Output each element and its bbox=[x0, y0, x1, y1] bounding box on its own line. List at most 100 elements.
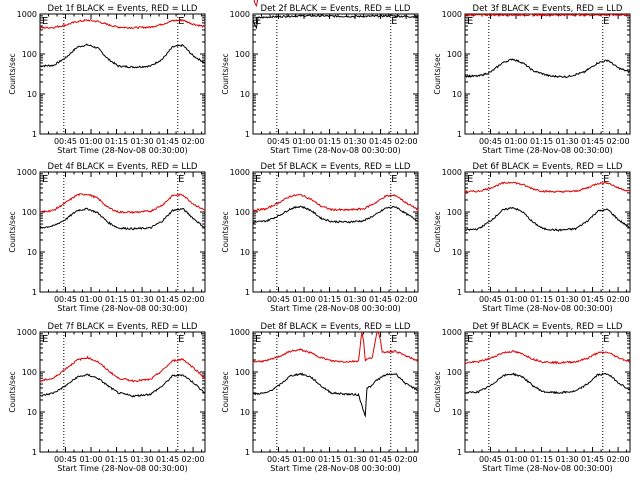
x-tick-label: 01:30 bbox=[344, 295, 367, 304]
series-line-events bbox=[464, 58, 631, 79]
y-tick-label: 1 bbox=[457, 448, 462, 457]
x-tick-label: 00:45 bbox=[54, 455, 77, 464]
y-tick-label: 1 bbox=[457, 130, 462, 139]
event-marker-label: E bbox=[255, 334, 261, 345]
event-marker-label: E bbox=[42, 334, 48, 345]
y-tick-label: 10 bbox=[240, 90, 250, 99]
y-axis-label: Counts/sec bbox=[433, 53, 442, 94]
event-marker-label: E bbox=[467, 174, 473, 185]
y-tick-label: 100 bbox=[235, 208, 250, 217]
x-tick-label: 00:45 bbox=[54, 295, 77, 304]
x-tick-label: 01:45 bbox=[369, 455, 392, 464]
x-tick-label: 01:30 bbox=[556, 455, 579, 464]
x-axis-label: Start Time (28-Nov-08 00:30:00) bbox=[270, 146, 400, 155]
x-axis-label: Start Time (28-Nov-08 00:30:00) bbox=[482, 304, 612, 313]
event-marker-label: E bbox=[178, 334, 184, 345]
x-tick-label: 01:45 bbox=[369, 295, 392, 304]
y-tick-label: 1000 bbox=[230, 168, 250, 177]
x-tick-label: 01:00 bbox=[504, 295, 527, 304]
event-marker-label: E bbox=[391, 16, 397, 27]
x-tick-label: 02:00 bbox=[395, 295, 418, 304]
x-tick-label: 02:00 bbox=[182, 295, 205, 304]
plot-frame bbox=[39, 171, 206, 293]
x-tick-label: 01:30 bbox=[556, 295, 579, 304]
event-marker-label: E bbox=[603, 334, 609, 345]
event-marker-label: E bbox=[42, 174, 48, 185]
x-tick-label: 01:15 bbox=[318, 137, 341, 146]
series-line-events bbox=[252, 372, 419, 418]
y-tick-label: 10 bbox=[452, 90, 462, 99]
y-tick-label: 100 bbox=[22, 368, 37, 377]
y-tick-label: 10 bbox=[452, 248, 462, 257]
x-tick-label: 01:00 bbox=[79, 455, 102, 464]
x-axis-label: Start Time (28-Nov-08 00:30:00) bbox=[57, 464, 187, 473]
y-tick-label: 1 bbox=[32, 130, 37, 139]
x-tick-label: 02:00 bbox=[607, 137, 630, 146]
series-line-events bbox=[252, 205, 419, 224]
x-tick-label: 01:15 bbox=[530, 295, 553, 304]
event-marker-label: E bbox=[391, 334, 397, 345]
y-tick-label: 1000 bbox=[230, 328, 250, 337]
series-line-lld bbox=[39, 193, 206, 215]
panel-title: Det 2f BLACK = Events, RED = LLD bbox=[261, 4, 411, 14]
x-tick-label: 02:00 bbox=[395, 137, 418, 146]
y-axis-label: Counts/sec bbox=[221, 371, 230, 412]
y-axis-label: Counts/sec bbox=[433, 371, 442, 412]
x-tick-label: 01:00 bbox=[292, 455, 315, 464]
y-tick-label: 100 bbox=[22, 50, 37, 59]
x-tick-label: 01:45 bbox=[156, 137, 179, 146]
series-line-events bbox=[39, 207, 206, 231]
y-axis-label: Counts/sec bbox=[433, 211, 442, 252]
x-tick-label: 01:15 bbox=[318, 455, 341, 464]
y-axis-label: Counts/sec bbox=[8, 53, 17, 94]
x-tick-label: 01:15 bbox=[318, 295, 341, 304]
y-tick-label: 10 bbox=[240, 408, 250, 417]
y-tick-label: 100 bbox=[447, 368, 462, 377]
y-tick-label: 1000 bbox=[230, 10, 250, 19]
event-marker-label: E bbox=[255, 174, 261, 185]
x-tick-label: 00:45 bbox=[267, 455, 290, 464]
plot-frame bbox=[464, 331, 631, 453]
event-marker-label: E bbox=[603, 174, 609, 185]
event-marker-label: E bbox=[255, 16, 261, 27]
series-line-lld bbox=[464, 350, 631, 365]
plot-frame bbox=[252, 171, 419, 293]
y-tick-label: 1 bbox=[245, 448, 250, 457]
event-marker-label: E bbox=[178, 174, 184, 185]
x-tick-label: 01:15 bbox=[105, 455, 128, 464]
x-tick-label: 01:15 bbox=[105, 295, 128, 304]
event-marker-label: E bbox=[467, 16, 473, 27]
x-tick-label: 02:00 bbox=[607, 455, 630, 464]
x-tick-label: 00:45 bbox=[479, 295, 502, 304]
y-axis-label: Counts/sec bbox=[8, 371, 17, 412]
plot-frame bbox=[39, 331, 206, 453]
x-tick-label: 01:45 bbox=[156, 455, 179, 464]
y-axis-label: Counts/sec bbox=[8, 211, 17, 252]
y-tick-label: 1 bbox=[245, 130, 250, 139]
x-tick-label: 01:30 bbox=[131, 295, 154, 304]
x-axis-label: Start Time (28-Nov-08 00:30:00) bbox=[270, 304, 400, 313]
panel-title: Det 4f BLACK = Events, RED = LLD bbox=[48, 162, 198, 172]
x-tick-label: 01:45 bbox=[581, 455, 604, 464]
panel-title: Det 9f BLACK = Events, RED = LLD bbox=[473, 322, 623, 332]
x-tick-label: 01:45 bbox=[581, 295, 604, 304]
x-tick-label: 01:30 bbox=[344, 455, 367, 464]
x-tick-label: 01:00 bbox=[504, 455, 527, 464]
y-axis-label: Counts/sec bbox=[221, 211, 230, 252]
series-line-lld bbox=[252, 330, 419, 363]
panel-title: Det 6f BLACK = Events, RED = LLD bbox=[473, 162, 623, 172]
panel-title: Det 1f BLACK = Events, RED = LLD bbox=[48, 4, 198, 14]
y-axis-label: Counts/sec bbox=[221, 53, 230, 94]
x-tick-label: 02:00 bbox=[395, 455, 418, 464]
panel-title: Det 5f BLACK = Events, RED = LLD bbox=[261, 162, 411, 172]
y-tick-label: 1000 bbox=[17, 10, 37, 19]
panel-title: Det 7f BLACK = Events, RED = LLD bbox=[48, 322, 198, 332]
x-tick-label: 01:45 bbox=[581, 137, 604, 146]
event-marker-label: E bbox=[467, 334, 473, 345]
x-tick-label: 01:00 bbox=[79, 137, 102, 146]
x-tick-label: 01:30 bbox=[556, 137, 579, 146]
y-tick-label: 100 bbox=[235, 368, 250, 377]
x-tick-label: 01:45 bbox=[369, 137, 392, 146]
series-line-lld bbox=[39, 18, 206, 30]
